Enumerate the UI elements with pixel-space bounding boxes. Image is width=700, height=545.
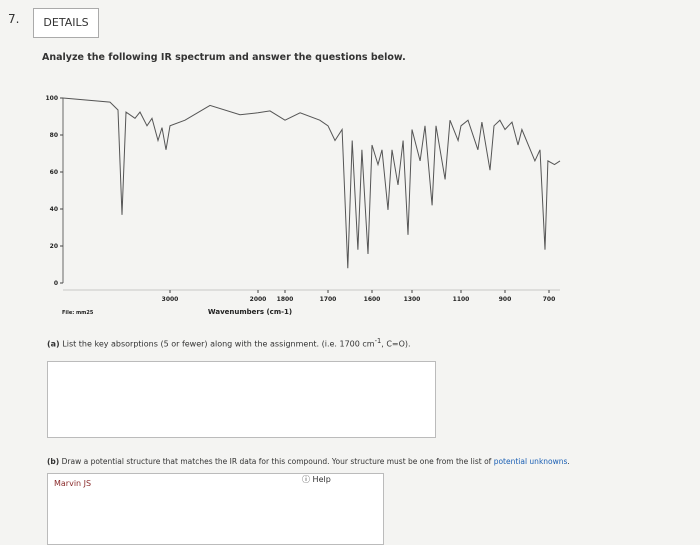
part-a: (a) List the key absorptions (5 or fewer…: [47, 337, 411, 349]
part-label: (a): [47, 339, 60, 349]
part-text: List the key absorptions (5 or fewer) al…: [62, 339, 375, 349]
x-tick-label: 3000: [162, 296, 179, 303]
help-label: Help: [312, 475, 331, 484]
help-button[interactable]: ⓘ Help: [302, 475, 331, 484]
y-tick-label: 0: [54, 280, 58, 287]
x-tick-label: 1800: [277, 296, 294, 303]
part-text: , C=O).: [381, 339, 411, 349]
spectrum-line: [62, 97, 561, 269]
y-tick-label: 20: [50, 243, 58, 250]
editor-name: Marvin JS: [54, 479, 92, 488]
x-tick-label: 2000: [250, 296, 267, 303]
x-tick-label: 1300: [404, 296, 421, 303]
y-tick-label: 40: [50, 206, 58, 213]
link[interactable]: potential unknowns: [493, 457, 568, 466]
details-tab[interactable]: DETAILS: [33, 8, 99, 38]
y-tick-label: 80: [50, 132, 58, 139]
superscript: -1: [374, 337, 382, 345]
x-axis-label: Wavenumbers (cm-1): [208, 308, 292, 316]
prompt: Analyze the following IR spectrum and an…: [42, 52, 406, 63]
question-number: 7.: [8, 12, 20, 26]
answer-box[interactable]: [47, 361, 436, 438]
part-text: Draw a potential structure that matches …: [61, 457, 492, 466]
ir-spectrum: 100 80 60 40 20 0 3000 2000 1800 1700 1600 1300 1100…: [45, 95, 561, 316]
x-tick-label: 900: [499, 296, 512, 303]
file-label: File: mm25: [62, 310, 94, 316]
editor[interactable]: Marvin JS: [47, 473, 384, 545]
y-tick-label: 100: [45, 95, 58, 102]
y-tick-label: 60: [50, 169, 58, 176]
x-tick-label: 700: [543, 296, 556, 303]
x-tick-label: 1700: [320, 296, 337, 303]
part-text: .: [567, 457, 570, 466]
part-label: (b): [47, 457, 60, 466]
x-tick-label: 1100: [453, 296, 470, 303]
part-b: (b) Draw a potential structure that matc…: [47, 457, 570, 466]
x-tick-label: 1600: [364, 296, 381, 303]
